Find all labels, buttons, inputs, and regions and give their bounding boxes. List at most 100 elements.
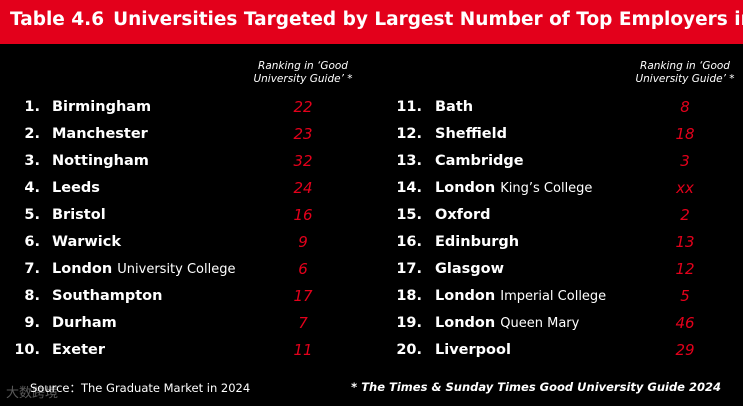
university-name: Nottingham bbox=[52, 150, 149, 172]
table-label: Table 4.6 bbox=[10, 9, 105, 30]
table-row: 5. Bristol 16 bbox=[0, 204, 743, 226]
name-detail: King’s College bbox=[500, 181, 593, 196]
rank: 2. bbox=[24, 126, 40, 142]
name: Leeds bbox=[52, 180, 100, 196]
table-row: 14. London King’s College xx bbox=[0, 177, 743, 199]
name: Sheffield bbox=[435, 126, 507, 142]
name: Bristol bbox=[52, 207, 106, 223]
name: Bath bbox=[435, 99, 474, 115]
name-detail: Imperial College bbox=[500, 289, 607, 304]
rank: 13. bbox=[396, 153, 422, 169]
name: London bbox=[52, 261, 113, 277]
table-row: 1. Birmingham 22 bbox=[0, 96, 743, 118]
column-header-line: University Guide’ * bbox=[253, 73, 353, 85]
university-name: Cambridge bbox=[435, 150, 524, 172]
university-name: Sheffield bbox=[435, 123, 507, 145]
guide-ranking: 11 bbox=[293, 341, 313, 359]
guide-ranking: 3 bbox=[680, 152, 690, 170]
guide-ranking: 18 bbox=[675, 125, 695, 143]
rank: 19. bbox=[396, 315, 422, 331]
rank: 8. bbox=[24, 288, 40, 304]
university-name: Exeter bbox=[52, 339, 105, 361]
table-row: 19. London Queen Mary 46 bbox=[0, 312, 743, 334]
rank: 12. bbox=[396, 126, 422, 142]
guide-ranking: 7 bbox=[298, 314, 308, 332]
name: Glasgow bbox=[435, 261, 505, 277]
name-detail: Queen Mary bbox=[500, 316, 580, 331]
university-name: Manchester bbox=[52, 123, 148, 145]
guide-ranking: 13 bbox=[675, 233, 695, 251]
guide-ranking: 46 bbox=[675, 314, 695, 332]
table-row: 9. Durham 7 bbox=[0, 312, 743, 334]
table-row: 13. Cambridge 3 bbox=[0, 150, 743, 172]
name: Manchester bbox=[52, 126, 148, 142]
guide-ranking: 29 bbox=[675, 341, 695, 359]
rank: 18. bbox=[396, 288, 422, 304]
rank: 16. bbox=[396, 234, 422, 250]
table-row: 16. Edinburgh 13 bbox=[0, 231, 743, 253]
university-name: Liverpool bbox=[435, 339, 511, 361]
rank: 9. bbox=[24, 315, 40, 331]
table-row: 4. Leeds 24 bbox=[0, 177, 743, 199]
name: Oxford bbox=[435, 207, 491, 223]
name: Liverpool bbox=[435, 342, 511, 358]
guide-ranking: 16 bbox=[293, 206, 313, 224]
table-row: 11. Bath 8 bbox=[0, 96, 743, 118]
rank: 6. bbox=[24, 234, 40, 250]
table-row: 15. Oxford 2 bbox=[0, 204, 743, 226]
table-row: 6. Warwick 9 bbox=[0, 231, 743, 253]
guide-ranking: 17 bbox=[293, 287, 313, 305]
name: Cambridge bbox=[435, 153, 524, 169]
header-bar bbox=[0, 0, 743, 44]
university-name: Warwick bbox=[52, 231, 121, 253]
column-header: Ranking in ‘Good University Guide’ * bbox=[620, 60, 743, 86]
university-name: Birmingham bbox=[52, 96, 151, 118]
source: Source：The Graduate Market in 2024 bbox=[30, 381, 251, 395]
rank: 7. bbox=[24, 261, 40, 277]
table-row: 17. Glasgow 12 bbox=[0, 258, 743, 280]
table-row: 7. London University College 6 bbox=[0, 258, 743, 280]
rank: 1. bbox=[24, 99, 40, 115]
university-name: Southampton bbox=[52, 285, 162, 307]
title: Table 4.6 Universities Targeted by Larges… bbox=[10, 9, 743, 30]
table-row: 12. Sheffield 18 bbox=[0, 123, 743, 145]
university-name: Edinburgh bbox=[435, 231, 519, 253]
name: Warwick bbox=[52, 234, 122, 250]
table-row: 18. London Imperial College 5 bbox=[0, 285, 743, 307]
table-row: 2. Manchester 23 bbox=[0, 123, 743, 145]
university-name: London Imperial College bbox=[435, 285, 606, 308]
name: London bbox=[435, 315, 496, 331]
university-name: Oxford bbox=[435, 204, 490, 226]
column-header-line: Ranking in ‘Good bbox=[258, 60, 348, 72]
guide-ranking: 2 bbox=[680, 206, 690, 224]
column-header: Ranking in ‘Good University Guide’ * bbox=[238, 60, 368, 86]
footnote: * The Times & Sunday Times Good Universi… bbox=[351, 380, 721, 394]
watermark: 大数跨境 bbox=[6, 386, 59, 401]
guide-ranking: 24 bbox=[293, 179, 313, 197]
guide-ranking: 32 bbox=[293, 152, 313, 170]
table-row: 3. Nottingham 32 bbox=[0, 150, 743, 172]
rank: 5. bbox=[24, 207, 40, 223]
rank: 15. bbox=[396, 207, 422, 223]
table-row: 10. Exeter 11 bbox=[0, 339, 743, 361]
guide-ranking: 6 bbox=[298, 260, 308, 278]
rank: 11. bbox=[396, 99, 422, 115]
university-name: Glasgow bbox=[435, 258, 504, 280]
name: Birmingham bbox=[52, 99, 152, 115]
guide-ranking: 12 bbox=[675, 260, 695, 278]
name: Durham bbox=[52, 315, 117, 331]
column-header-line: Ranking in ‘Good bbox=[640, 60, 730, 72]
guide-ranking: 5 bbox=[680, 287, 690, 305]
table-row: 8. Southampton 17 bbox=[0, 285, 743, 307]
rank: 4. bbox=[24, 180, 40, 196]
table-row: 20. Liverpool 29 bbox=[0, 339, 743, 361]
university-name: Bath bbox=[435, 96, 473, 118]
rank: 17. bbox=[396, 261, 422, 277]
guide-ranking: 8 bbox=[680, 98, 690, 116]
rank: 14. bbox=[396, 180, 422, 196]
guide-ranking: 9 bbox=[298, 233, 308, 251]
name: Southampton bbox=[52, 288, 163, 304]
university-name: London University College bbox=[52, 258, 235, 281]
name: Edinburgh bbox=[435, 234, 520, 250]
